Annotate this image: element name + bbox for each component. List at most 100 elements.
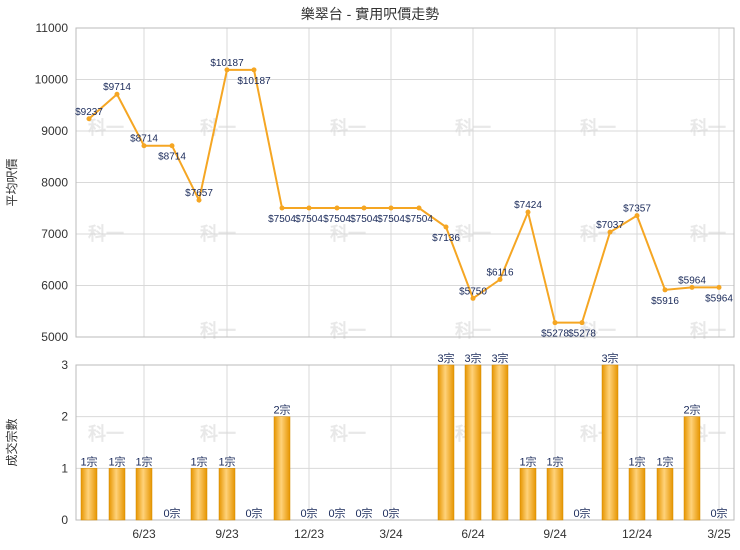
line-chart-y-axis-label: 平均呎價 xyxy=(5,158,19,206)
bar-label: 0宗 xyxy=(355,506,372,520)
bar xyxy=(108,468,126,521)
data-point xyxy=(552,320,558,326)
line-series xyxy=(86,67,722,326)
bar-label: 1宗 xyxy=(190,454,207,468)
bar-data-labels: 1宗 1宗 1宗 0宗 1宗 1宗 0宗 2宗 0宗 0宗 0宗 0宗 3宗 3宗 3宗 1宗 1宗 0宗 3宗 1宗… xyxy=(80,351,727,520)
bar xyxy=(80,468,98,521)
data-point xyxy=(689,284,695,290)
watermark-text: 科一 xyxy=(200,117,236,139)
bar-label: 2宗 xyxy=(683,403,700,417)
watermark-text: 科一 xyxy=(690,117,726,139)
bar-label: 1宗 xyxy=(218,454,235,468)
data-point xyxy=(416,205,422,211)
x-tick-label: 6/23 xyxy=(132,527,156,541)
data-point xyxy=(114,91,120,97)
bar xyxy=(273,416,291,521)
x-axis: 6/23 9/23 12/23 3/24 6/24 9/24 12/24 3/25 xyxy=(132,527,731,541)
data-point xyxy=(716,284,722,290)
y-tick-label: 0 xyxy=(61,513,68,527)
bar xyxy=(656,468,674,521)
bar xyxy=(190,468,208,521)
bar xyxy=(464,364,482,521)
plot-border xyxy=(75,27,735,338)
line-data-label: $10187 xyxy=(210,58,244,69)
x-tick-label: 12/23 xyxy=(294,527,324,541)
chart-title: 樂翠台 - 實用呎價走勢 xyxy=(300,6,440,22)
bar-label: 1宗 xyxy=(519,454,536,468)
bar xyxy=(519,468,537,521)
y-tick-label: 11000 xyxy=(36,21,69,35)
line-data-label: $7424 xyxy=(514,200,542,211)
series-line xyxy=(88,68,719,324)
bar-chart-y-axis-label: 成交宗數 xyxy=(4,418,19,466)
watermark-text: 科一 xyxy=(88,117,124,139)
bar-label: 3宗 xyxy=(601,351,618,365)
plot-border xyxy=(75,364,735,521)
y-tick-label: 2 xyxy=(61,410,68,424)
watermark-text: 科一 xyxy=(330,117,366,139)
data-point xyxy=(607,229,613,235)
x-tick-label: 9/23 xyxy=(215,527,239,541)
y-tick-label: 9000 xyxy=(41,124,68,138)
y-tick-label: 8000 xyxy=(41,176,68,190)
y-tick-label: 7000 xyxy=(41,227,68,241)
y-tick-label: 1 xyxy=(61,461,68,475)
bar xyxy=(135,468,153,521)
line-data-label: $5278 xyxy=(541,329,569,340)
bar-label: 0宗 xyxy=(710,506,727,520)
data-point xyxy=(279,205,285,211)
line-data-label: $7504 xyxy=(377,214,405,225)
bar-label: 1宗 xyxy=(546,454,563,468)
line-data-label: $7504 xyxy=(268,214,296,225)
bar-label: 1宗 xyxy=(135,454,152,468)
bar-label: 3宗 xyxy=(464,351,481,365)
line-data-label: $7504 xyxy=(350,214,378,225)
bar-label: 2宗 xyxy=(273,403,290,417)
y-tick-label: 5000 xyxy=(41,330,68,344)
data-point xyxy=(470,295,476,301)
bar xyxy=(491,364,509,521)
x-tick-label: 12/24 xyxy=(622,527,652,541)
data-point xyxy=(334,205,340,211)
data-point xyxy=(361,205,367,211)
line-chart-grid xyxy=(75,27,735,338)
line-data-label: $5278 xyxy=(568,329,596,340)
line-data-label: $7504 xyxy=(323,214,351,225)
line-data-label: $7504 xyxy=(295,214,323,225)
data-point xyxy=(306,205,312,211)
x-tick-label: 6/24 xyxy=(461,527,485,541)
line-data-label: $9237 xyxy=(75,107,103,118)
bar-label: 3宗 xyxy=(491,351,508,365)
line-data-label: $6116 xyxy=(486,268,514,279)
watermark-text: 科一 xyxy=(580,117,616,139)
watermark-text: 科一 xyxy=(200,320,236,342)
watermark-text: 科一 xyxy=(690,320,726,342)
line-data-label: $8714 xyxy=(130,134,158,145)
bar xyxy=(546,468,564,521)
data-point xyxy=(579,320,585,326)
bar xyxy=(628,468,646,521)
data-point xyxy=(634,213,640,219)
bar-chart-y-axis: 0 1 2 3 xyxy=(61,358,68,527)
line-data-label: $7504 xyxy=(405,214,433,225)
line-data-label: $7037 xyxy=(596,220,624,231)
line-data-labels: $9237 $9714 $8714$8714 $7657 $10187 $10187 $75… xyxy=(75,58,733,340)
bar-label: 0宗 xyxy=(300,506,317,520)
bar-label: 0宗 xyxy=(382,506,399,520)
data-point xyxy=(388,205,394,211)
bar xyxy=(437,364,455,521)
line-data-label: $10187 xyxy=(237,76,271,87)
data-point xyxy=(525,209,531,215)
line-data-label: $5750 xyxy=(459,286,487,297)
bar-label: 1宗 xyxy=(628,454,645,468)
bar-label: 1宗 xyxy=(656,454,673,468)
bar-label: 1宗 xyxy=(108,454,125,468)
watermark-text: 科一 xyxy=(330,320,366,342)
data-point xyxy=(169,143,175,149)
data-point xyxy=(497,277,503,283)
line-chart-y-axis: 5000 6000 7000 8000 9000 10000 11000 xyxy=(35,21,69,344)
line-data-label: $5916 xyxy=(651,296,679,307)
x-tick-label: 9/24 xyxy=(543,527,567,541)
